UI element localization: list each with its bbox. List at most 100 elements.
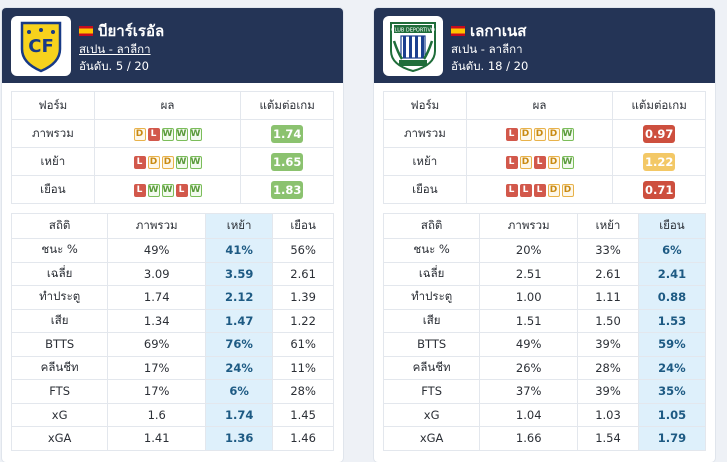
stats-value: 2.41 — [637, 261, 707, 286]
result-badge[interactable]: W — [561, 155, 574, 169]
stats-row-label: ชนะ % — [382, 238, 481, 263]
result-badge[interactable]: W — [189, 155, 202, 169]
team-name[interactable]: บียาร์เรอัล — [79, 19, 164, 43]
stats-value: 0.88 — [637, 285, 707, 310]
result-header: ผล — [465, 91, 614, 120]
league-link[interactable]: สเปน - ลาลีกา — [451, 42, 523, 56]
result-badge[interactable]: W — [161, 183, 174, 197]
stats-row: xGA 1.41 1.36 1.46 — [10, 426, 334, 451]
result-badge[interactable]: D — [533, 127, 546, 141]
team-name-text[interactable]: บียาร์เรอัล — [98, 22, 165, 40]
form-header: ฟอร์ม — [11, 91, 95, 120]
result-badge[interactable]: L — [505, 183, 518, 197]
team-logo[interactable]: CLUB DEPORTIVO — [383, 16, 443, 76]
stats-row: FTS 17% 6% 28% — [10, 379, 334, 404]
stats-row: FTS 37% 39% 35% — [382, 379, 707, 404]
stats-value: 17% — [107, 355, 207, 380]
result-badge[interactable]: L — [533, 155, 546, 169]
stats-row: เฉลี่ย 2.51 2.61 2.41 — [382, 261, 707, 286]
ppg-header: แต้มต่อเกม — [240, 91, 334, 120]
stats-value: 2.51 — [479, 261, 579, 286]
result-badge[interactable]: D — [519, 155, 532, 169]
stats-value: 37% — [479, 379, 579, 404]
stats-row: xG 1.04 1.03 1.05 — [382, 402, 707, 427]
stats-value: 1.54 — [577, 426, 639, 451]
stats-value: 1.11 — [577, 285, 639, 310]
result-badge[interactable]: L — [533, 183, 546, 197]
stats-value: 3.59 — [205, 261, 274, 286]
stats-value: 1.22 — [272, 308, 334, 333]
spain-flag-icon — [79, 26, 93, 36]
stats-value: 61% — [272, 332, 334, 357]
stats-row-label: xG — [10, 402, 109, 427]
result-badge[interactable]: L — [519, 183, 532, 197]
team-name-text[interactable]: เลกาเนส — [470, 22, 527, 40]
stats-row: ทำประตู 1.00 1.11 0.88 — [382, 285, 707, 310]
stats-value: 49% — [479, 332, 579, 357]
result-badge[interactable]: L — [175, 183, 188, 197]
stats-row: คลีนชีท 17% 24% 11% — [10, 355, 334, 380]
stats-value: 1.66 — [479, 426, 579, 451]
result-badge[interactable]: W — [147, 183, 160, 197]
result-badge[interactable]: D — [147, 155, 160, 169]
stats-value: 1.04 — [479, 402, 579, 427]
result-badge[interactable]: D — [547, 155, 560, 169]
result-badge[interactable]: D — [519, 127, 532, 141]
stats-value: 17% — [107, 379, 207, 404]
form-header: ฟอร์ม — [383, 91, 467, 120]
result-badge[interactable]: L — [505, 127, 518, 141]
stats-header-away: เยือน — [637, 213, 707, 239]
stats-value: 2.12 — [205, 285, 274, 310]
ppg-value: 1.22 — [643, 152, 676, 171]
stats-row-label: คลีนชีท — [10, 355, 109, 380]
result-badge[interactable]: L — [133, 183, 146, 197]
ppg-header: แต้มต่อเกม — [612, 91, 706, 120]
result-badge[interactable]: W — [189, 183, 202, 197]
result-badge[interactable]: D — [547, 127, 560, 141]
result-badge[interactable]: W — [161, 127, 174, 141]
stats-table: สถิติ ภาพรวม เหย้า เยือน ชนะ % 20% 33% 6% เฉ… — [382, 213, 707, 451]
stats-value: 6% — [637, 238, 707, 263]
result-badge[interactable]: D — [547, 183, 560, 197]
stats-row-label: FTS — [10, 379, 109, 404]
form-row-label: เหย้า — [383, 147, 467, 176]
stats-value: 26% — [479, 355, 579, 380]
stats-row: xGA 1.66 1.54 1.79 — [382, 426, 707, 451]
result-badge[interactable]: W — [175, 127, 188, 141]
stats-value: 28% — [577, 355, 639, 380]
stats-row: BTTS 49% 39% 59% — [382, 332, 707, 357]
stats-value: 56% — [272, 238, 334, 263]
team-rank: อันดับ. 18 / 20 — [451, 59, 529, 73]
result-badge[interactable]: W — [189, 127, 202, 141]
stats-value: 3.09 — [107, 261, 207, 286]
stats-value: 1.79 — [637, 426, 707, 451]
team-logo[interactable]: CF — [11, 16, 71, 76]
stats-row-label: เฉลี่ย — [10, 261, 109, 286]
result-badge[interactable]: D — [161, 155, 174, 169]
result-badge[interactable]: W — [561, 127, 574, 141]
result-badge[interactable]: L — [505, 155, 518, 169]
stats-value: 11% — [272, 355, 334, 380]
result-badge[interactable]: L — [133, 155, 146, 169]
result-badge[interactable]: W — [175, 155, 188, 169]
team-card-home: CF บียาร์เรอัล สเปน - ลาลีกา อันดับ. 5 /… — [2, 8, 343, 462]
stats-value: 1.45 — [272, 402, 334, 427]
team-name[interactable]: เลกาเนส — [451, 19, 526, 43]
stats-value: 24% — [637, 355, 707, 380]
stats-value: 41% — [205, 238, 274, 263]
result-badge[interactable]: D — [561, 183, 574, 197]
stats-row: xG 1.6 1.74 1.45 — [10, 402, 334, 427]
stats-header-label: สถิติ — [382, 213, 481, 239]
stats-header-overall: ภาพรวม — [479, 213, 579, 239]
result-badge[interactable]: L — [147, 127, 160, 141]
stats-row: เฉลี่ย 3.09 3.59 2.61 — [10, 261, 334, 286]
result-badge[interactable]: D — [133, 127, 146, 141]
league-link[interactable]: สเปน - ลาลีกา — [79, 42, 151, 56]
